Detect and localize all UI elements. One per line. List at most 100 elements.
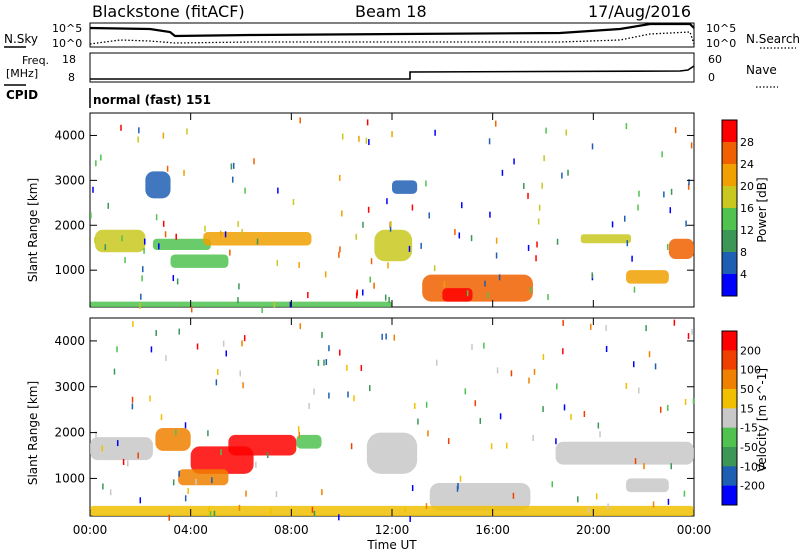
velocity-speckle (459, 475, 462, 482)
power-speckle (261, 306, 263, 313)
velocity-speckle (299, 323, 302, 330)
power-region (626, 270, 669, 284)
velocity-colorbar-swatch (722, 389, 737, 409)
power-speckle (365, 137, 368, 144)
power-speckle (204, 225, 206, 232)
power-speckle (501, 169, 504, 176)
power-speckle (107, 202, 109, 209)
velocity-speckle (590, 323, 592, 330)
velocity-colorbar-swatch (722, 369, 737, 390)
velocity-speckle (323, 359, 325, 366)
power-speckle (495, 252, 498, 259)
power-speckle (666, 243, 669, 250)
velocity-speckle (207, 430, 209, 437)
velocity-speckle (255, 461, 257, 468)
power-speckle (366, 119, 369, 126)
velocity-speckle (321, 331, 323, 338)
velocity-speckle (328, 392, 330, 399)
velocity-region (228, 434, 297, 456)
velocity-speckle (243, 335, 246, 342)
power-speckle (143, 238, 146, 245)
power-speckle (164, 231, 167, 238)
velocity-speckle (178, 328, 180, 335)
power-speckle (175, 233, 177, 240)
velocity-region (626, 478, 669, 493)
velocity-speckle (385, 333, 387, 340)
velocity-speckle (101, 445, 104, 452)
velocity-speckle (298, 431, 301, 438)
velocity-speckle (239, 370, 242, 377)
velocity-speckle (155, 330, 157, 337)
velocity-speckle (625, 382, 628, 389)
velocity-speckle (381, 333, 383, 340)
power-speckle (388, 296, 390, 303)
power-region (374, 229, 413, 262)
power-speckle (624, 215, 626, 222)
velocity-speckle (350, 443, 353, 450)
power-speckle (124, 257, 126, 264)
velocity-speckle (512, 492, 515, 499)
power-speckle (224, 231, 227, 238)
velocity-colorbar-swatch (722, 427, 737, 448)
power-speckle (387, 262, 389, 269)
velocity-speckle (168, 514, 170, 521)
velocity-colorbar-swatch (722, 331, 737, 351)
power-speckle (626, 240, 629, 247)
power-speckle (443, 281, 446, 288)
velocity-speckle (464, 388, 467, 395)
velocity-speckle (275, 491, 278, 498)
power-speckle (292, 199, 295, 206)
velocity-speckle (245, 490, 247, 497)
power-speckle (487, 292, 489, 299)
velocity-speckle (116, 346, 118, 353)
velocity-ytick-label: 2000 (54, 426, 85, 440)
power-speckle (256, 238, 259, 245)
velocity-speckle (483, 342, 485, 349)
velocity-speckle (583, 411, 586, 418)
power-speckle (238, 283, 240, 290)
date-label: 17/Aug/2016 (588, 2, 691, 21)
velocity-speckle (353, 395, 355, 402)
velocity-speckle (563, 404, 566, 411)
power-speckle (172, 275, 175, 282)
power-speckle (631, 255, 633, 262)
freq-tick-top: 18 (62, 53, 76, 66)
velocity-speckle (562, 319, 564, 326)
power-speckle (663, 191, 665, 198)
power-speckle (556, 238, 559, 245)
power-ytick-label: 3000 (54, 173, 85, 187)
power-speckle (229, 249, 231, 256)
velocity-speckle (605, 325, 607, 332)
velocity-speckle (645, 325, 647, 332)
power-speckle (158, 243, 160, 250)
velocity-speckle (599, 431, 601, 438)
power-speckle (241, 229, 243, 236)
velocity-speckle (328, 345, 330, 352)
noise-left-tick-bottom: 10^0 (52, 37, 82, 50)
noise-right-tick-bottom: 10^0 (706, 37, 736, 50)
velocity-speckle (360, 364, 363, 371)
velocity-speckle (178, 470, 180, 477)
power-speckle (466, 290, 469, 297)
velocity-speckle (425, 401, 428, 408)
power-speckle (687, 183, 690, 190)
power-speckle (362, 221, 364, 228)
power-region (392, 180, 418, 194)
power-speckle (339, 174, 341, 181)
power-ylabel: Slant Range [km] (26, 178, 40, 282)
x-tick-label: 04:00 (173, 523, 208, 537)
x-tick-label: 16:00 (475, 523, 510, 537)
power-speckle (155, 214, 158, 221)
power-speckle (140, 293, 142, 300)
power-speckle (231, 176, 234, 183)
x-axis-label: Time UT (366, 538, 417, 552)
velocity-panel: 4000 3000 2000 1000 00:00 04:00 08:00 12:00 16:0… (54, 317, 711, 537)
velocity-colorbar-tick: -100 (740, 460, 765, 473)
power-region (580, 234, 632, 244)
cpid-mode-text: normal (fast) 151 (93, 93, 211, 107)
velocity-speckle (417, 418, 419, 425)
power-frame (89, 112, 695, 308)
velocity-speckle (321, 489, 323, 496)
velocity-speckle (196, 343, 199, 350)
power-speckle (461, 202, 463, 209)
